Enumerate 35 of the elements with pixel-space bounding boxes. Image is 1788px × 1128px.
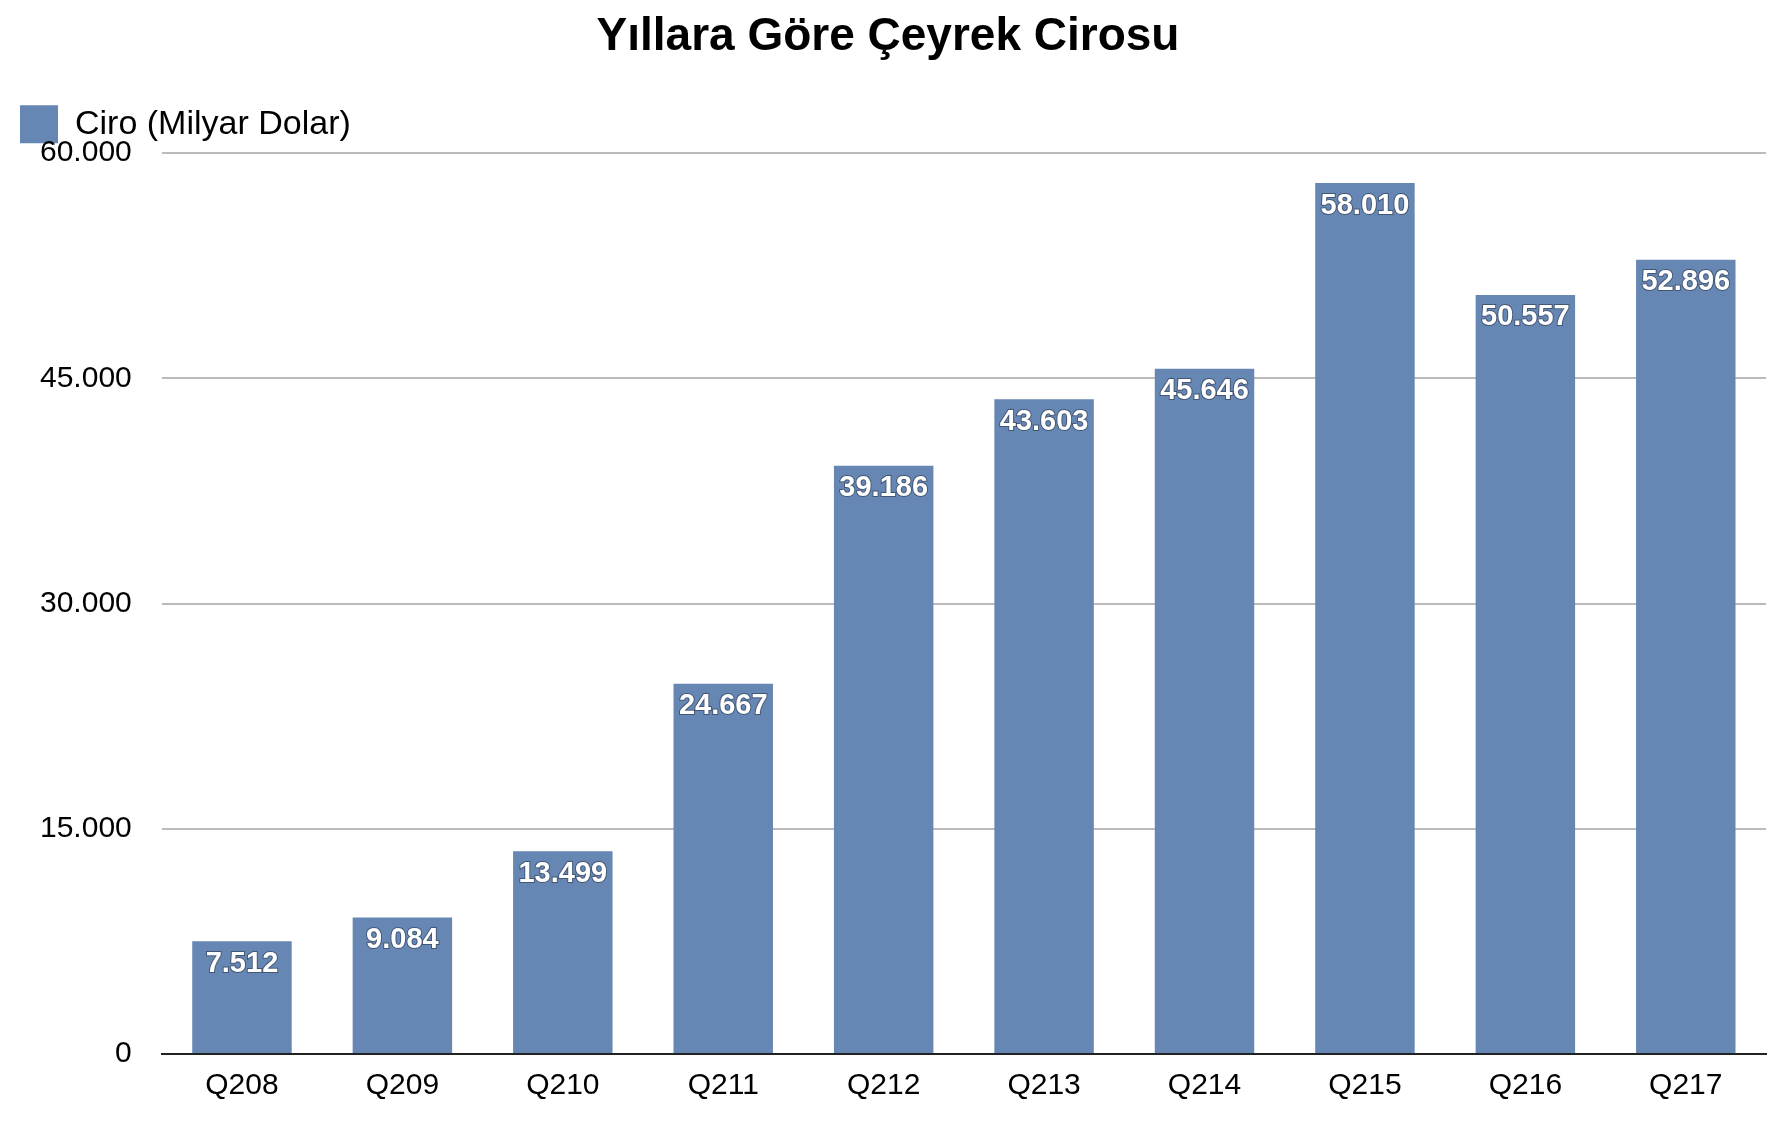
- bar: [513, 851, 613, 1053]
- y-tick-label: 15.000: [39, 810, 132, 844]
- chart-title: Yıllara Göre Çeyrek Cirosu: [596, 8, 1180, 61]
- x-tick-label: Q209: [365, 1067, 440, 1101]
- bar: [673, 683, 773, 1053]
- data-label: 24.667: [678, 688, 768, 721]
- data-label: 43.603: [999, 403, 1089, 436]
- bar: [994, 399, 1094, 1053]
- y-tick-label: 45.000: [39, 359, 132, 393]
- data-label: 52.896: [1641, 264, 1731, 297]
- x-tick-label: Q208: [205, 1067, 279, 1101]
- bar: [192, 941, 292, 1053]
- data-label: 39.186: [839, 470, 929, 503]
- data-label: 7.512: [205, 945, 279, 978]
- bar: [1315, 183, 1415, 1053]
- x-tick-label: Q216: [1488, 1067, 1563, 1101]
- bar: [352, 917, 453, 1053]
- bar: [833, 465, 934, 1053]
- x-tick-label: Q211: [687, 1067, 759, 1101]
- bar: [1154, 368, 1255, 1053]
- x-tick-label: Q213: [1007, 1067, 1081, 1101]
- y-tick-label: 30.000: [39, 584, 132, 618]
- data-label: 50.557: [1481, 299, 1570, 332]
- data-label: 13.499: [518, 855, 608, 888]
- x-tick-label: Q214: [1167, 1067, 1242, 1101]
- x-tick-label: Q212: [846, 1067, 921, 1101]
- data-label: 45.646: [1160, 373, 1249, 406]
- x-tick-label: Q210: [526, 1067, 600, 1101]
- x-tick-label: Q215: [1328, 1067, 1402, 1101]
- bar: [1636, 259, 1736, 1053]
- data-label: 9.084: [366, 922, 439, 955]
- bar: [1475, 294, 1576, 1053]
- data-label: 58.010: [1320, 187, 1410, 220]
- x-tick-label: Q217: [1649, 1067, 1723, 1101]
- y-tick-label: 0: [115, 1035, 132, 1069]
